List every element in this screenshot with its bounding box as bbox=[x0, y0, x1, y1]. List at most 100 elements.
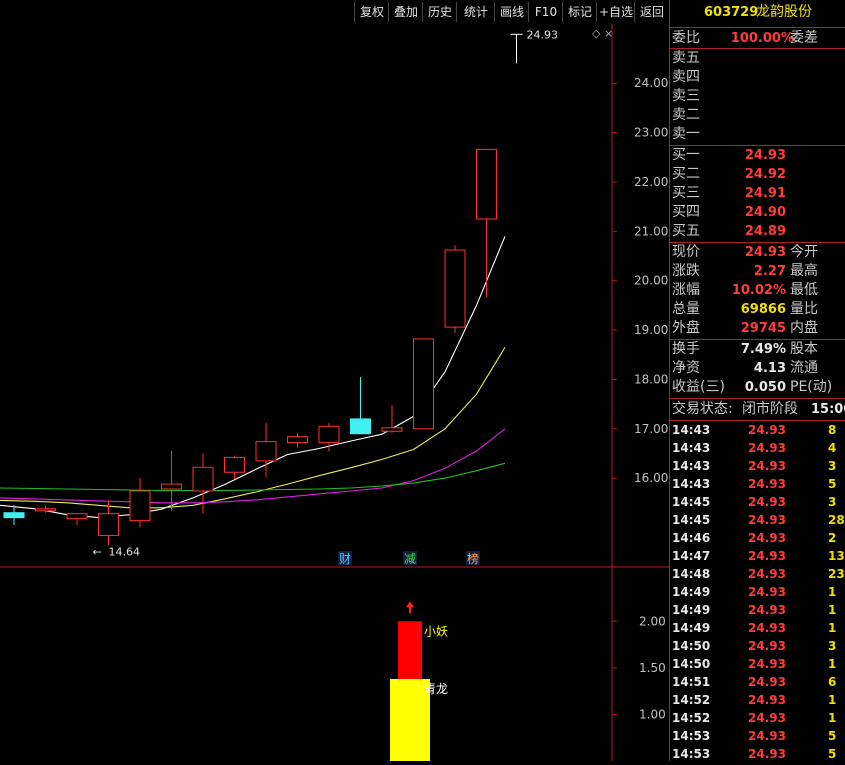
tick-row: 14:43 24.93 8 bbox=[670, 421, 845, 439]
min-price-arrow: ← bbox=[93, 545, 102, 558]
toolbar-button-2[interactable]: 历史 bbox=[422, 2, 457, 22]
toolbar-button-3[interactable]: 统计 bbox=[456, 2, 495, 22]
tick-price: 24.93 bbox=[748, 549, 786, 563]
quote-value: 4.13 bbox=[753, 361, 786, 376]
tick-volume: 5 bbox=[828, 729, 837, 743]
event-marker-0[interactable]: 财 bbox=[339, 552, 351, 566]
close-icon: × bbox=[604, 27, 613, 40]
candle-11[interactable] bbox=[350, 418, 371, 435]
price-tick-label: 24.00 bbox=[634, 76, 668, 90]
quote-value: 24.91 bbox=[744, 186, 786, 201]
quote-label: 今开 bbox=[790, 244, 818, 260]
quote-value: 24.93 bbox=[744, 245, 786, 260]
candle-8[interactable] bbox=[255, 441, 277, 462]
quote-label: 最低 bbox=[790, 282, 818, 298]
candle-12[interactable] bbox=[381, 427, 403, 432]
tick-price: 24.93 bbox=[748, 531, 786, 545]
toolbar-button-4[interactable]: 画线 bbox=[494, 2, 529, 22]
event-marker-bg bbox=[403, 551, 417, 565]
separator bbox=[670, 398, 845, 399]
tick-row: 14:45 24.93 3 bbox=[670, 493, 845, 511]
tick-price: 24.93 bbox=[748, 747, 786, 761]
quote-row: 卖二 bbox=[670, 106, 845, 125]
tick-time: 14:50 bbox=[672, 657, 711, 671]
tick-time: 14:47 bbox=[672, 549, 711, 563]
quote-row: 卖一 bbox=[670, 125, 845, 144]
candle-3[interactable] bbox=[98, 513, 119, 536]
candle-15[interactable] bbox=[476, 148, 497, 220]
quote-label: 量比 bbox=[790, 301, 818, 317]
toolbar-button-6[interactable]: 标记 bbox=[562, 2, 597, 22]
candle-5[interactable] bbox=[161, 483, 182, 490]
quote-row: 买一 24.93 bbox=[670, 146, 845, 165]
quote-label: 卖一 bbox=[672, 126, 700, 142]
tick-volume: 3 bbox=[828, 495, 837, 509]
quote-label: 股本 bbox=[790, 341, 818, 357]
tick-row: 14:48 24.93 23 bbox=[670, 565, 845, 583]
event-marker-1[interactable]: 减 bbox=[404, 552, 416, 566]
quote-row: 买五 24.89 bbox=[670, 222, 845, 241]
candle-7[interactable] bbox=[224, 456, 245, 473]
candle-1[interactable] bbox=[35, 508, 56, 512]
quote-row: 涨跌 2.27 最高 bbox=[670, 262, 845, 281]
tick-row: 14:50 24.93 3 bbox=[670, 637, 845, 655]
tick-time: 14:43 bbox=[672, 459, 711, 473]
chart-svg[interactable]: ◇ × 24.00 23.00 22.00 21.00 20.00 19.00 18.00 17.… bbox=[0, 24, 669, 761]
tick-price: 24.93 bbox=[748, 585, 786, 599]
toolbar-button-5[interactable]: F10 bbox=[528, 2, 563, 22]
tick-row: 14:53 24.93 5 bbox=[670, 745, 845, 763]
toolbar-button-7[interactable]: +自选 bbox=[596, 2, 635, 22]
tick-volume: 23 bbox=[828, 567, 845, 581]
candle-14[interactable] bbox=[444, 249, 466, 328]
quote-label: 交易状态: bbox=[672, 401, 733, 417]
tick-price: 24.93 bbox=[748, 567, 786, 581]
tick-row: 14:53 24.93 5 bbox=[670, 727, 845, 745]
candle-9[interactable] bbox=[287, 436, 308, 444]
quote-row: 委比 100.00% 委差 bbox=[670, 29, 845, 48]
candle-4[interactable] bbox=[129, 490, 151, 522]
tick-price: 24.93 bbox=[748, 711, 786, 725]
quote-value: 24.93 bbox=[744, 148, 786, 163]
toolbar-button-1[interactable]: 叠加 bbox=[388, 2, 423, 22]
price-tick-label: 18.00 bbox=[634, 372, 668, 386]
diamond-icon: ◇ bbox=[592, 27, 601, 40]
quote-label: 卖二 bbox=[672, 107, 700, 123]
candle-2[interactable] bbox=[66, 513, 88, 520]
price-tick-label: 22.00 bbox=[634, 175, 668, 189]
tick-time: 14:43 bbox=[672, 423, 711, 437]
quote-row: 外盘 29745 内盘 bbox=[670, 319, 845, 338]
tick-row: 14:43 24.93 4 bbox=[670, 439, 845, 457]
quote-label: 委比 bbox=[672, 30, 700, 46]
candle-13[interactable] bbox=[413, 338, 434, 430]
quote-label: 卖五 bbox=[672, 50, 700, 66]
quote-value: 24.90 bbox=[744, 205, 786, 220]
tick-volume: 1 bbox=[828, 657, 837, 671]
toolbar-button-8[interactable]: 返回 bbox=[634, 2, 669, 22]
quote-label: 卖三 bbox=[672, 88, 700, 104]
tick-price: 24.93 bbox=[748, 441, 786, 455]
tick-time: 14:51 bbox=[672, 675, 711, 689]
tick-price: 24.93 bbox=[748, 693, 786, 707]
tick-row: 14:50 24.93 1 bbox=[670, 655, 845, 673]
ma-line-ma60 bbox=[0, 462, 506, 492]
quote-label: PE(动) bbox=[790, 379, 833, 395]
tick-volume: 8 bbox=[828, 423, 837, 437]
trade-status-time: 15:00 bbox=[811, 402, 845, 417]
tick-price: 24.93 bbox=[748, 657, 786, 671]
chart-area[interactable]: ◇ × 24.00 23.00 22.00 21.00 20.00 19.00 18.00 17.… bbox=[0, 24, 669, 761]
signal-up-arrow-head bbox=[406, 601, 414, 608]
tick-price: 24.93 bbox=[748, 675, 786, 689]
tick-volume: 1 bbox=[828, 585, 837, 599]
event-marker-2[interactable]: 榜 bbox=[467, 551, 479, 566]
tick-volume: 1 bbox=[828, 711, 837, 725]
candle-6[interactable] bbox=[192, 466, 214, 492]
tick-volume: 13 bbox=[828, 549, 845, 563]
candle-10[interactable] bbox=[318, 425, 340, 444]
tick-price: 24.93 bbox=[748, 495, 786, 509]
toolbar-button-0[interactable]: 复权 bbox=[354, 2, 389, 22]
candle-0[interactable] bbox=[3, 512, 25, 519]
quote-label: 买四 bbox=[672, 204, 700, 220]
tick-volume: 28 bbox=[828, 513, 845, 527]
separator bbox=[670, 339, 845, 340]
price-tick-label: 20.00 bbox=[634, 274, 668, 288]
